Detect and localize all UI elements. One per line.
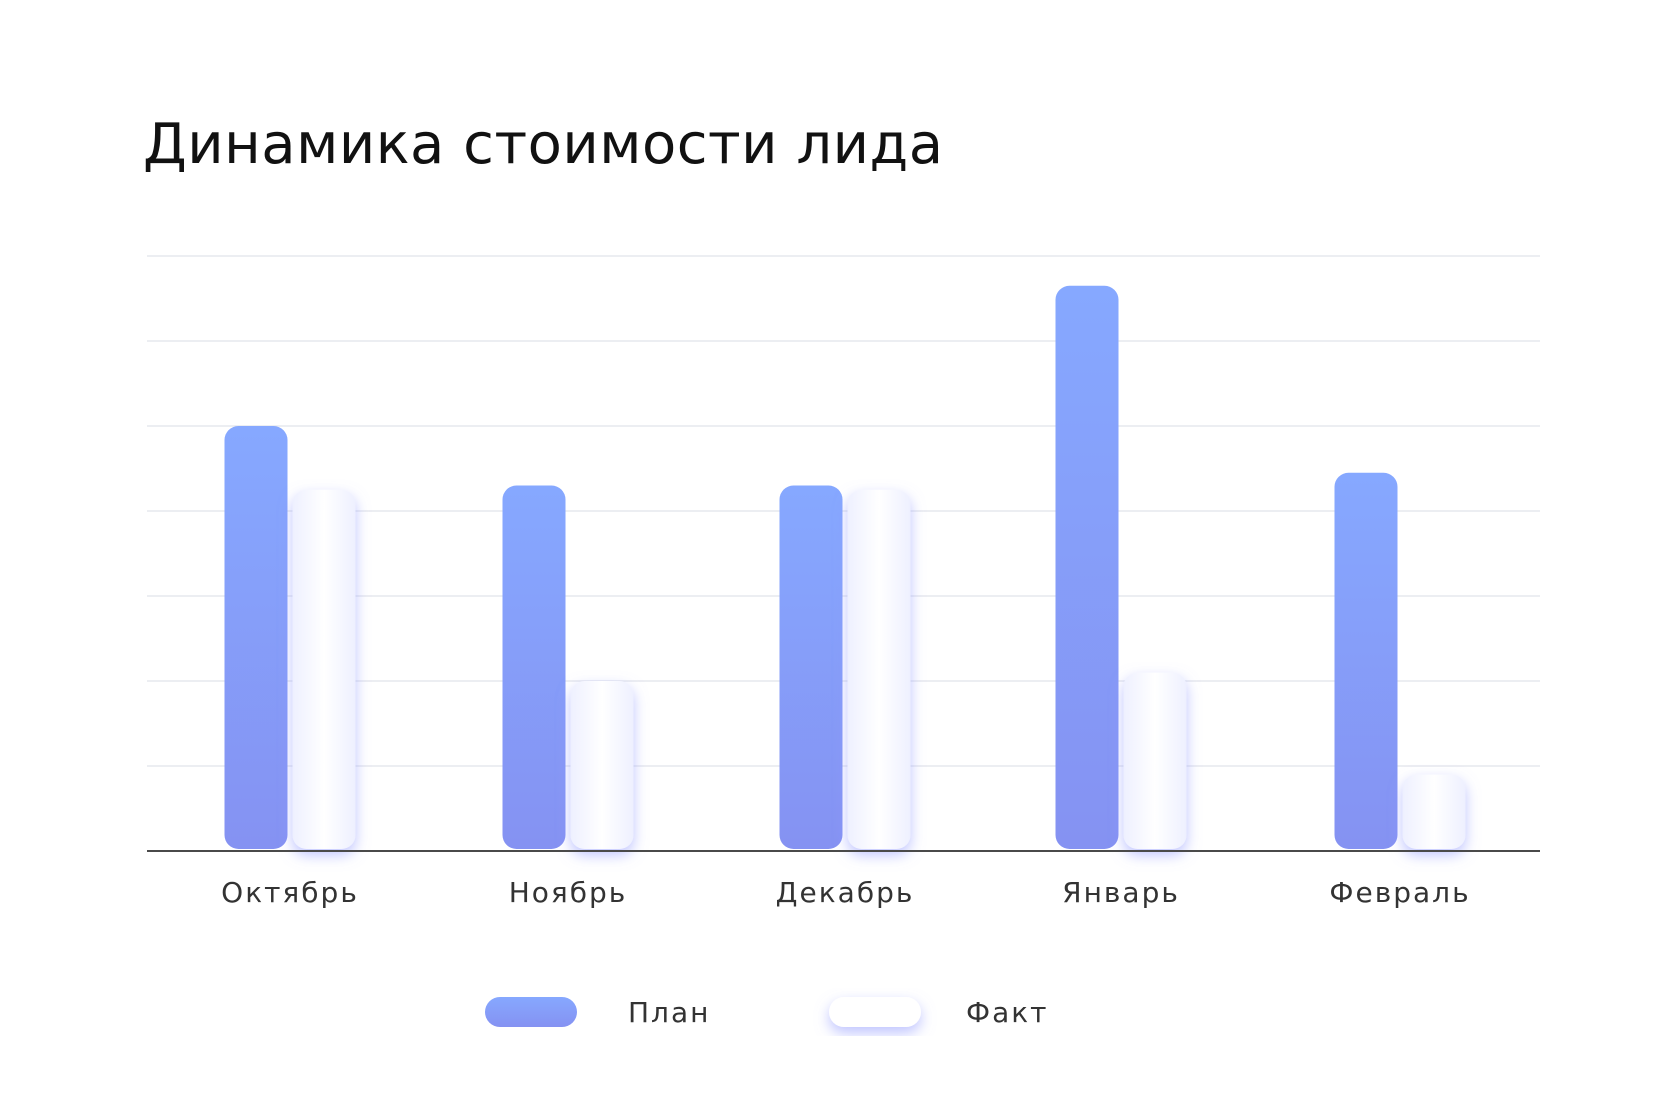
category-labels: Октябрь Ноябрь Декабрь Январь Февраль [221,876,1470,909]
category-label: Октябрь [221,876,359,909]
category-label: Февраль [1329,876,1470,909]
bar-plan [779,485,843,849]
bar-fact [292,489,356,849]
legend-label: План [628,996,710,1029]
legend: План Факт [485,996,1048,1029]
bars [224,285,1466,849]
bar-fact [570,681,634,849]
grid-lines [147,255,1540,767]
bar-fact [1402,774,1466,849]
chart-title: Динамика стоимости лида [143,112,944,177]
category-label: Ноябрь [509,876,628,909]
legend-label: Факт [966,996,1048,1029]
bar-fact [1123,672,1187,849]
bar-plan [1055,285,1119,849]
bar-plan [224,426,288,849]
category-label: Декабрь [776,876,915,909]
legend-swatch-plan [485,997,577,1027]
category-label: Январь [1062,876,1180,909]
bar-plan [502,485,566,849]
bar-fact [847,489,911,849]
bar-plan [1334,472,1398,849]
legend-swatch-fact [829,997,921,1027]
